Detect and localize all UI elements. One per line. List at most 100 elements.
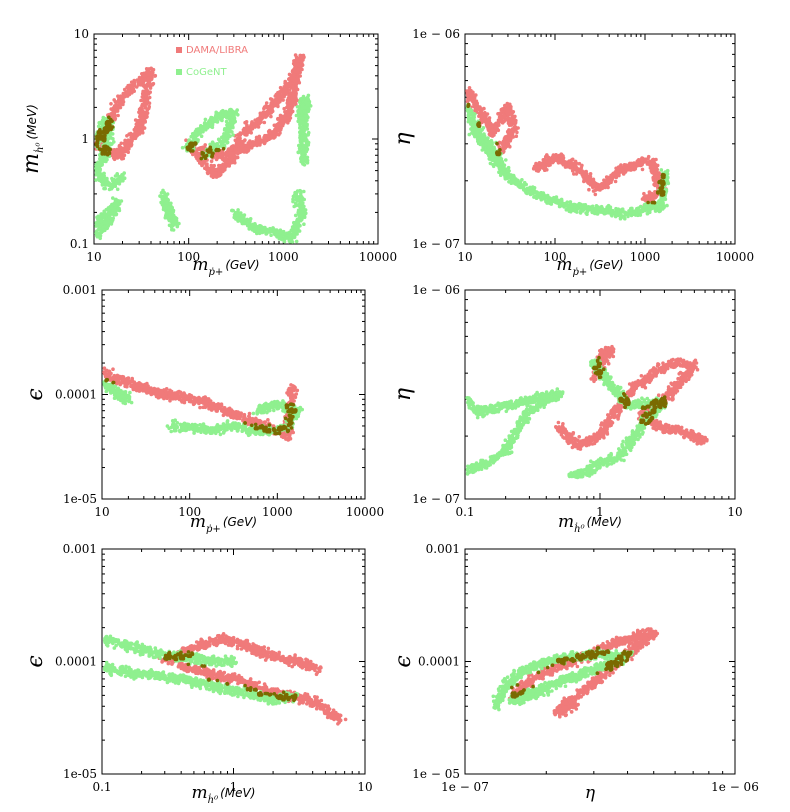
- legend-swatch: [176, 47, 182, 53]
- data-point: [305, 159, 310, 163]
- x-axis-label-unit: (GeV): [225, 258, 259, 272]
- data-point: [137, 107, 142, 112]
- data-point: [653, 181, 658, 185]
- data-point: [131, 135, 135, 139]
- data-point: [248, 219, 252, 223]
- data-point: [293, 69, 298, 74]
- data-point: [258, 230, 263, 235]
- data-point: [231, 114, 236, 118]
- data-point: [220, 118, 224, 123]
- data-point: [167, 223, 172, 228]
- data-point: [148, 85, 153, 89]
- data-point: [484, 120, 488, 125]
- data-point: [205, 162, 209, 166]
- overlap-point: [207, 149, 212, 154]
- legend-swatch: [176, 69, 182, 75]
- data-point: [228, 150, 232, 155]
- data-point: [467, 86, 472, 90]
- x-axis-label-main: m: [192, 255, 208, 275]
- data-point: [614, 171, 618, 176]
- data-point: [115, 109, 120, 113]
- data-point: [145, 91, 149, 96]
- data-point: [100, 183, 105, 187]
- data-point: [144, 115, 148, 120]
- data-point: [164, 195, 168, 199]
- data-point: [115, 187, 120, 192]
- data-point: [254, 124, 258, 128]
- data-point: [96, 172, 101, 176]
- data-point: [292, 95, 296, 99]
- data-point: [140, 103, 145, 108]
- x-axis-label: mṗ+(GeV): [192, 255, 259, 278]
- data-point: [145, 72, 150, 77]
- data-point: [112, 140, 116, 144]
- data-point: [294, 239, 299, 244]
- data-point: [125, 144, 130, 148]
- data-point: [305, 101, 310, 106]
- data-point: [628, 168, 633, 172]
- data-point: [294, 82, 299, 87]
- data-point: [124, 147, 128, 151]
- data-point: [298, 116, 302, 120]
- data-point: [143, 119, 147, 123]
- data-point: [644, 157, 648, 162]
- data-point: [218, 163, 223, 168]
- data-point: [112, 98, 116, 102]
- data-point: [207, 167, 211, 172]
- data-point: [117, 155, 121, 159]
- data-point: [242, 139, 246, 143]
- data-point: [617, 168, 622, 172]
- data-point: [102, 177, 107, 182]
- data-point: [557, 153, 561, 158]
- data-point: [111, 196, 115, 200]
- data-point: [608, 177, 613, 181]
- data-point: [300, 106, 304, 111]
- data-point: [126, 86, 131, 90]
- data-point: [299, 53, 303, 58]
- data-point: [230, 118, 235, 122]
- data-point: [508, 144, 512, 149]
- data-point: [503, 103, 507, 108]
- data-point: [222, 132, 226, 136]
- data-point: [268, 97, 273, 101]
- data-point: [111, 216, 115, 221]
- data-point: [652, 171, 656, 176]
- data-point: [225, 140, 230, 145]
- data-point: [99, 158, 104, 162]
- overlap-point: [201, 151, 205, 156]
- data-point: [226, 127, 230, 132]
- data-point: [592, 182, 597, 187]
- data-point: [267, 111, 271, 115]
- y-tick-label: 1e − 06: [412, 27, 460, 41]
- data-point: [217, 173, 222, 177]
- data-point: [151, 70, 155, 75]
- data-point: [299, 64, 303, 69]
- data-point: [302, 204, 306, 209]
- data-point: [135, 131, 139, 136]
- data-point: [209, 115, 213, 120]
- data-point: [488, 121, 493, 126]
- data-point: [650, 162, 655, 167]
- data-point: [142, 97, 147, 102]
- y-axis-label-sub: ḣ⁰: [34, 142, 46, 152]
- overlap-point: [105, 128, 109, 133]
- data-point: [191, 152, 195, 157]
- y-tick-label: 1e − 07: [412, 237, 460, 251]
- overlap-point: [203, 156, 208, 160]
- y-tick-label: 0.1: [70, 237, 89, 251]
- data-point: [297, 204, 302, 208]
- data-point: [140, 112, 145, 117]
- y-tick-label: 10: [74, 27, 89, 41]
- data-point: [507, 119, 512, 124]
- data-point: [287, 93, 291, 97]
- data-point: [94, 166, 98, 170]
- data-point: [468, 98, 473, 102]
- x-tick-label: 10000: [359, 250, 397, 264]
- data-point: [536, 169, 541, 173]
- data-point: [286, 106, 291, 110]
- data-point: [159, 191, 164, 195]
- data-point: [555, 157, 559, 162]
- scatter-points: [465, 86, 671, 221]
- data-point: [194, 127, 199, 132]
- data-point: [302, 189, 306, 194]
